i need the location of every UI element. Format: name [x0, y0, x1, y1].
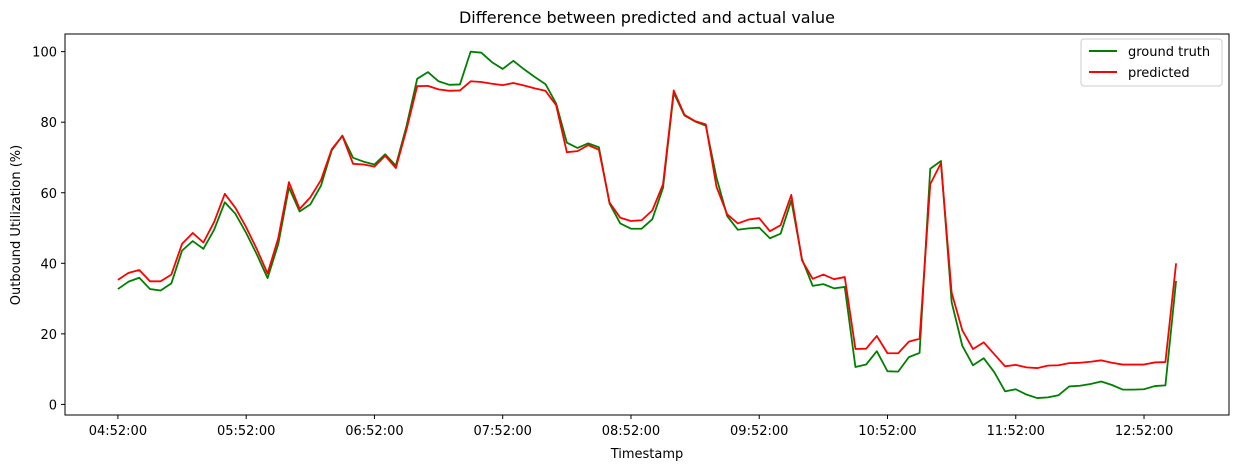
y-axis: 0 20 40 60 80 100 — [32, 46, 65, 413]
series-line-ground-truth — [117, 50, 1177, 399]
chart-title: Difference between predicted and actual … — [459, 8, 835, 27]
x-axis: 04:52:00 05:52:00 06:52:00 07:52:00 08:52:00… — [89, 415, 1173, 439]
legend-label-ground-truth: ground truth — [1128, 45, 1210, 60]
x-tick-label: 08:52:00 — [602, 424, 660, 439]
x-tick-label: 09:52:00 — [730, 424, 788, 439]
plot-area — [117, 50, 1177, 399]
x-tick-label: 05:52:00 — [217, 424, 275, 439]
x-tick-label: 10:52:00 — [858, 424, 916, 439]
y-tick-label: 40 — [40, 257, 57, 272]
x-axis-label: Timestamp — [610, 447, 684, 462]
y-tick-label: 60 — [40, 187, 57, 202]
y-tick-label: 100 — [32, 46, 57, 61]
x-tick-label: 06:52:00 — [345, 424, 403, 439]
x-tick-label: 11:52:00 — [987, 424, 1045, 439]
y-tick-label: 0 — [49, 398, 57, 413]
y-tick-label: 20 — [40, 328, 57, 343]
x-tick-label: 04:52:00 — [89, 424, 147, 439]
y-tick-label: 80 — [40, 116, 57, 131]
y-axis-label: Outbound Utilization (%) — [9, 145, 24, 305]
plot-frame — [64, 33, 1230, 416]
x-tick-label: 07:52:00 — [474, 424, 532, 439]
series-line-predicted — [117, 80, 1177, 369]
legend: ground truth predicted — [1080, 38, 1223, 87]
legend-label-predicted: predicted — [1128, 66, 1190, 81]
x-tick-label: 12:52:00 — [1115, 424, 1173, 439]
